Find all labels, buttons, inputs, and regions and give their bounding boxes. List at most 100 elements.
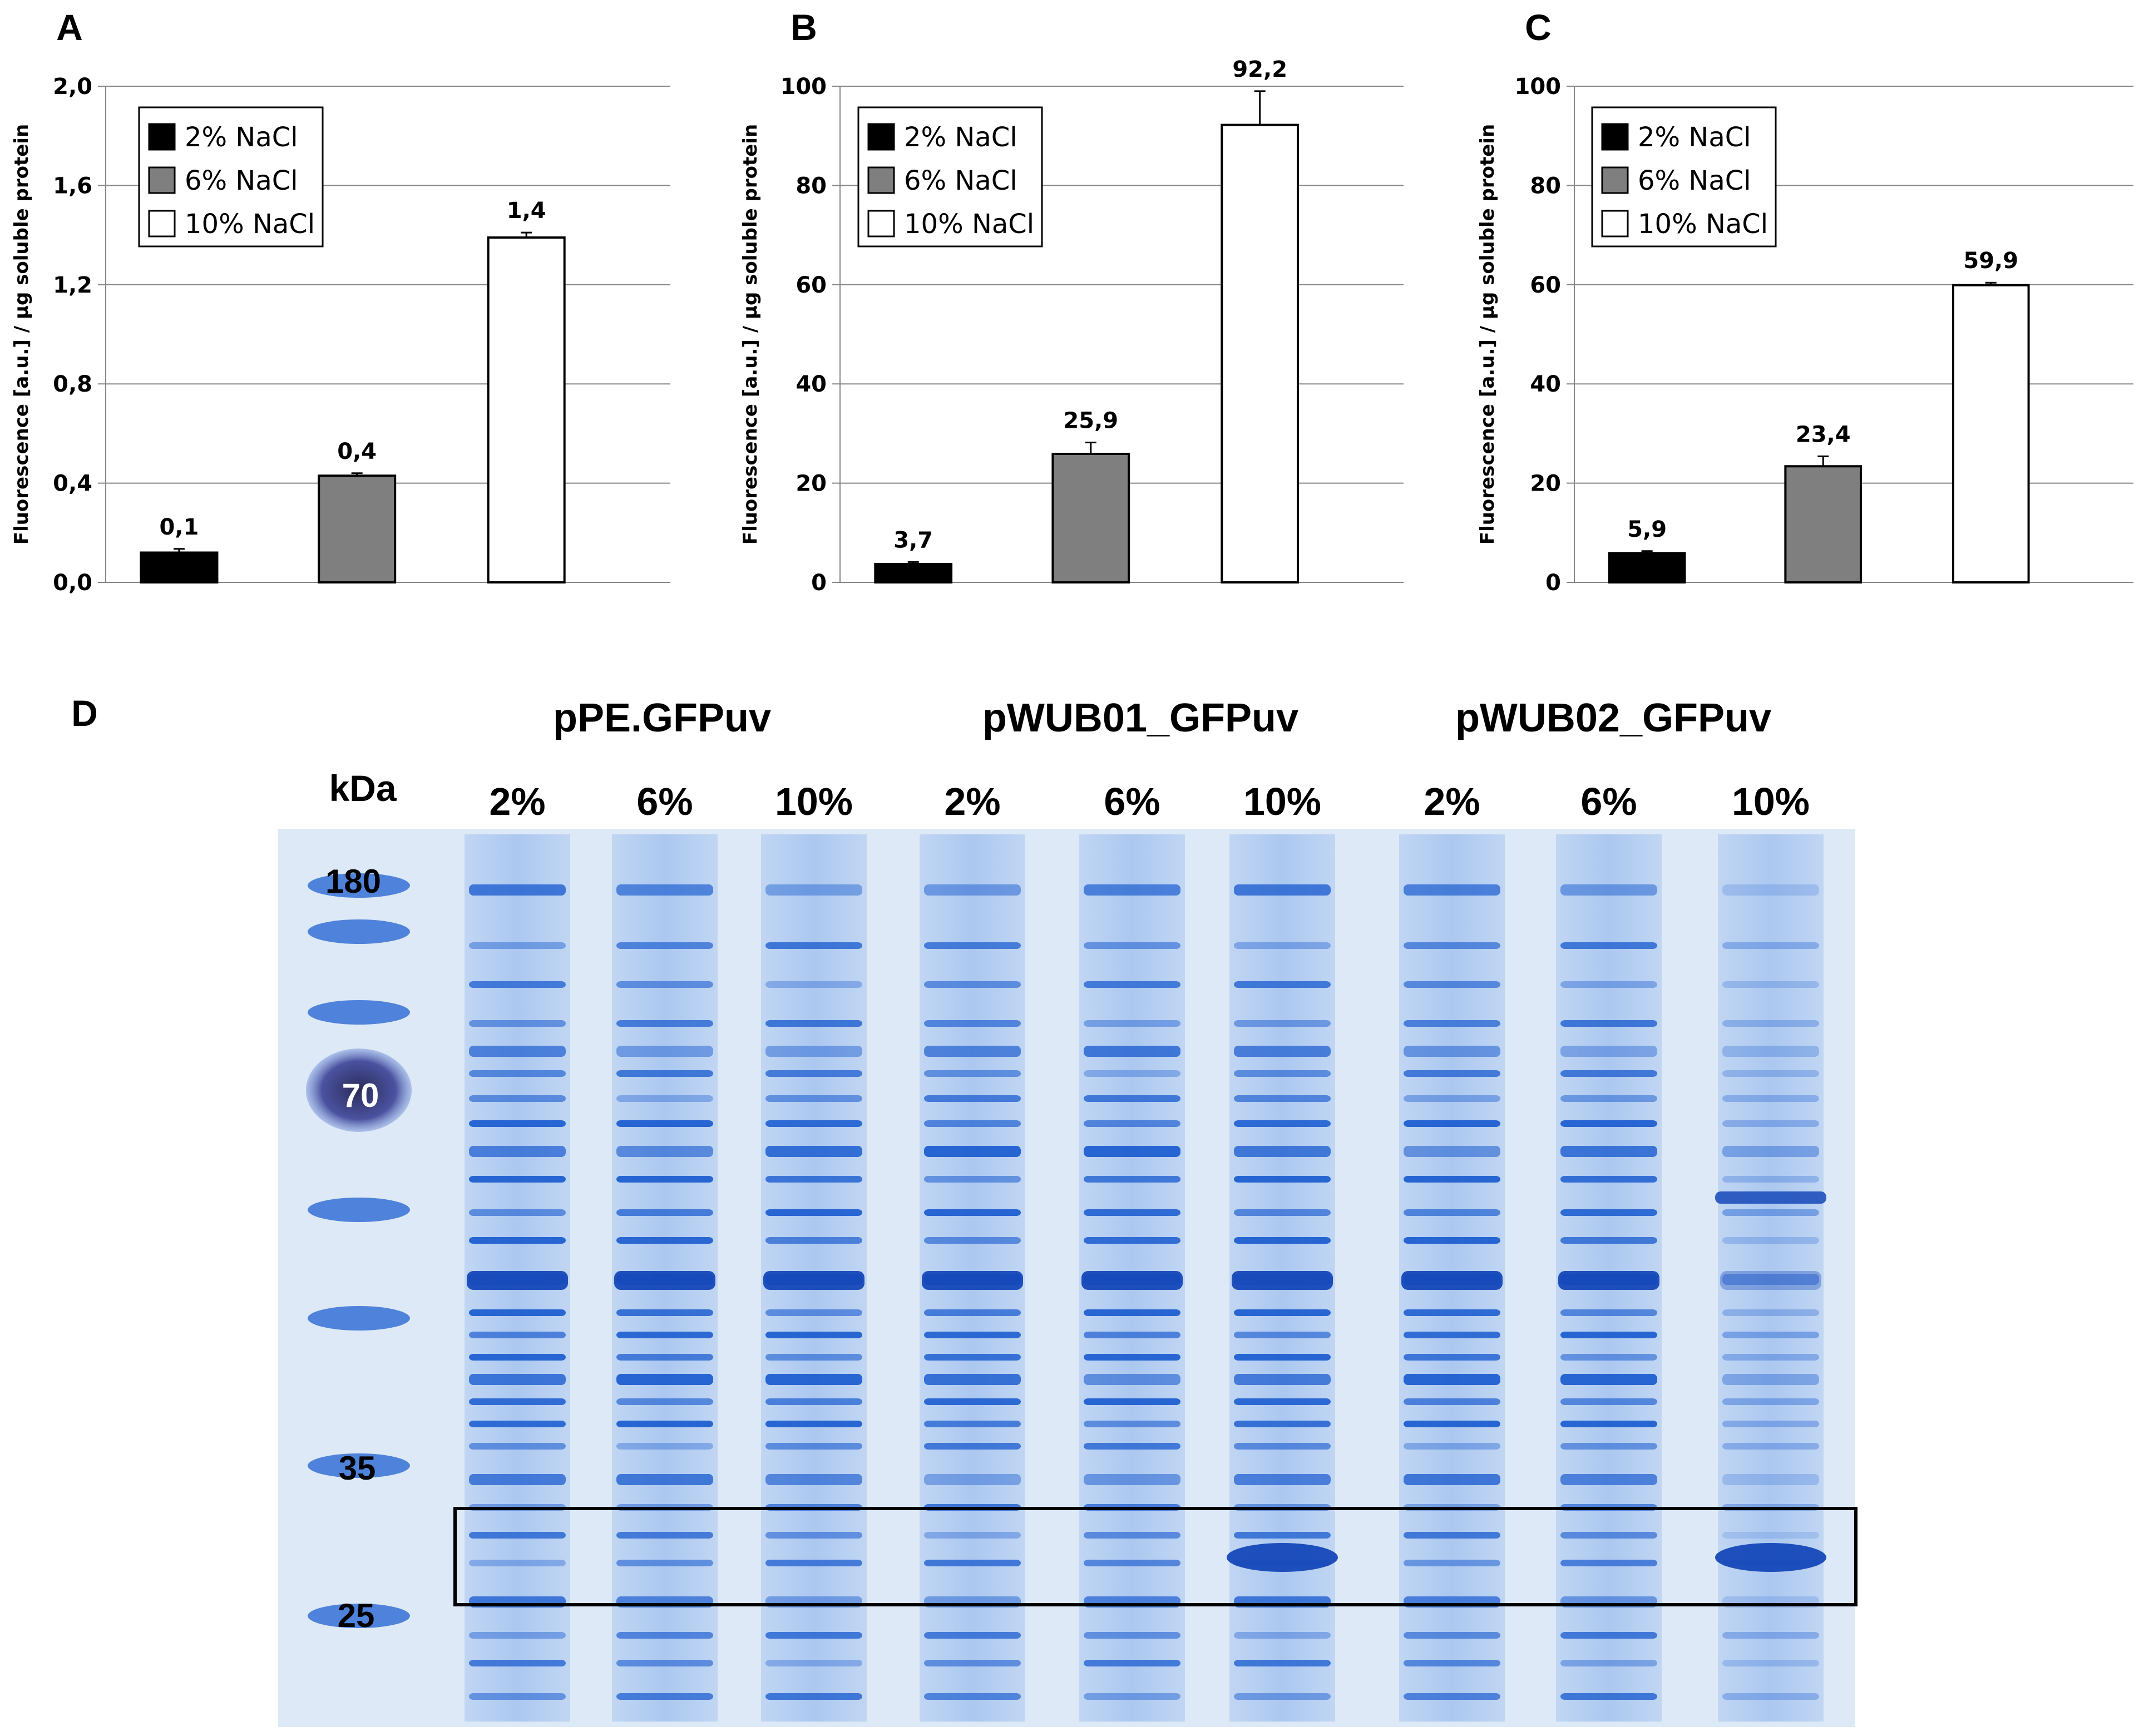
gel-band: [765, 1443, 862, 1450]
lane-label: 6%: [636, 780, 693, 823]
gel-band: [924, 1209, 1021, 1216]
gel-band: [469, 1443, 566, 1450]
gel-band: [1560, 1070, 1657, 1077]
gel-band: [765, 1209, 862, 1216]
gel-band: [1404, 1443, 1500, 1450]
legend-swatch: [148, 166, 176, 194]
gel-band: [924, 1237, 1021, 1244]
marker-label-180: 180: [325, 863, 381, 900]
legend-entry: 2% NaCl: [1638, 122, 1751, 153]
gel-band: [616, 1374, 713, 1385]
bar: [1221, 123, 1300, 584]
y-tick-label: 2,0: [53, 74, 92, 100]
gel-band: [765, 1020, 862, 1027]
gfp-band: [1227, 1543, 1338, 1572]
gel-band: [616, 1532, 713, 1539]
legend-entry: 10% NaCl: [1638, 209, 1768, 240]
gel-band: [1560, 1176, 1657, 1183]
gel-band: [1404, 1693, 1500, 1700]
gel-band: [1234, 1421, 1331, 1427]
y-tick-label: 0,0: [53, 570, 92, 596]
gel-band: [1084, 1237, 1180, 1244]
gel-band: [924, 1560, 1021, 1566]
gel-band: [1560, 884, 1657, 896]
gel-image: [278, 829, 1855, 1727]
panel-letter-c: C: [1525, 7, 1552, 48]
gel-band: [1560, 1146, 1657, 1157]
bar: [140, 551, 219, 583]
lane-label: 6%: [1580, 780, 1637, 823]
gel-band: [924, 981, 1021, 988]
gel-band: [1234, 1095, 1331, 1102]
gel-band: [1084, 884, 1180, 896]
gel-band: [1722, 1146, 1819, 1157]
gel-band: [1084, 1070, 1180, 1077]
y-tick-label: 100: [780, 74, 827, 100]
bar: [1051, 452, 1130, 583]
gel-band-major: [1558, 1271, 1659, 1290]
gel-band: [1722, 1374, 1819, 1385]
legend-swatch: [1601, 166, 1629, 194]
y-tick-label: 0,8: [53, 372, 92, 397]
gel-band: [469, 1209, 566, 1216]
y-tick-label: 80: [1530, 173, 1561, 199]
gel-band: [1404, 1070, 1500, 1077]
gel-band: [1234, 1354, 1331, 1361]
gel-band: [1722, 1443, 1819, 1450]
gel-band: [1084, 1046, 1180, 1057]
y-tick-label: 1,2: [53, 273, 92, 298]
lane-label: 2%: [944, 780, 1000, 823]
y-tick-label: 20: [796, 471, 827, 497]
gel-band: [765, 942, 862, 949]
gel-band: [1404, 1421, 1500, 1427]
gel-band: [924, 1474, 1021, 1485]
gel-band: [1234, 942, 1331, 949]
legend-swatch: [867, 123, 895, 151]
y-tick-label: 40: [1530, 372, 1561, 397]
y-tick-label: 0: [1545, 570, 1561, 596]
gel-band: [1404, 981, 1500, 988]
gel-band: [765, 1532, 862, 1539]
gel-band: [1234, 1374, 1331, 1385]
y-tick-label: 20: [1530, 471, 1561, 497]
gel-band: [616, 884, 713, 896]
gel-band: [469, 1309, 566, 1316]
marker-label-70: 70: [342, 1077, 379, 1114]
lane-label: 10%: [775, 780, 853, 823]
gel-band: [616, 1332, 713, 1338]
gel-band: [616, 1020, 713, 1027]
gel-band: [765, 1474, 862, 1485]
gel-band: [1084, 1560, 1180, 1566]
legend-entry: 10% NaCl: [904, 209, 1034, 240]
gel-band: [1234, 1398, 1331, 1405]
gel-band: [765, 1146, 862, 1157]
data-label: 0,4: [337, 439, 377, 464]
legend-entry: 6% NaCl: [1638, 165, 1751, 196]
gel-band: [616, 1237, 713, 1244]
lane-label: 2%: [1424, 780, 1480, 823]
gel-band-major: [922, 1271, 1023, 1290]
gel-band: [1722, 981, 1819, 988]
gel-band: [924, 1398, 1021, 1405]
gel-band: [469, 1046, 566, 1057]
gel-band: [1722, 1070, 1819, 1077]
gel-band: [924, 1332, 1021, 1338]
gel-band: [1722, 942, 1819, 949]
gel-band: [616, 1421, 713, 1427]
gel-band: [469, 884, 566, 896]
gel-band: [1722, 1354, 1819, 1361]
gel-band: [924, 1374, 1021, 1385]
gel-band: [1084, 1146, 1180, 1157]
gel-band: [1084, 1374, 1180, 1385]
gel-band: [1084, 1398, 1180, 1405]
legend-entry: 10% NaCl: [185, 209, 315, 240]
gel-band: [924, 1532, 1021, 1539]
marker-band: [306, 1048, 412, 1132]
legend-entry: 2% NaCl: [185, 122, 298, 153]
gel-band: [469, 1146, 566, 1157]
gel-band-major: [1720, 1271, 1821, 1290]
gel-band: [1404, 1309, 1500, 1316]
y-tick-label: 0: [811, 570, 827, 596]
gel-panel-d: D kDa pPE.GFPuv pWUB01_GFPuv pWUB02_GFPu…: [71, 693, 1858, 1727]
gel-band: [1404, 1120, 1500, 1127]
